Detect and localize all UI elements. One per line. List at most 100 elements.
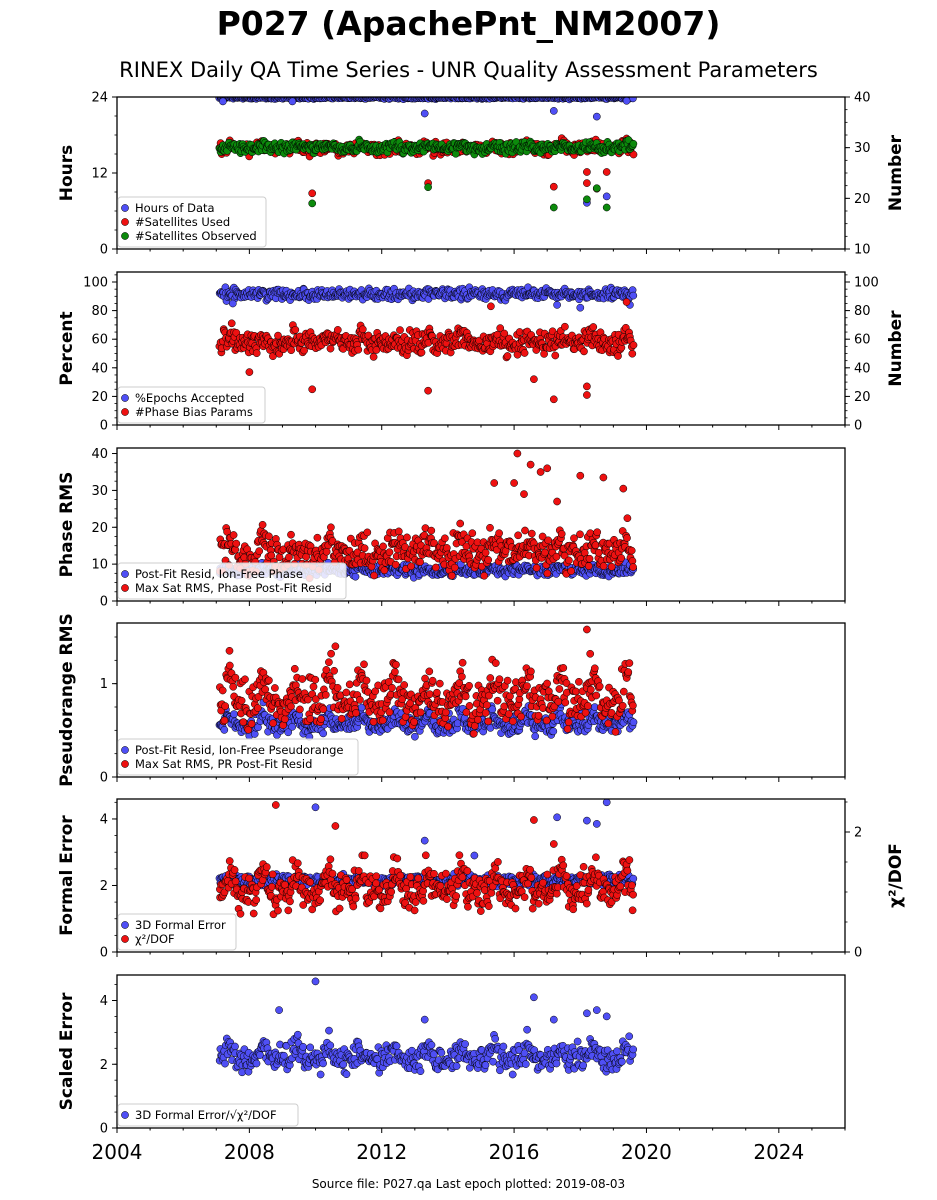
data-point <box>322 547 331 556</box>
data-point <box>567 567 576 575</box>
data-point <box>237 696 246 705</box>
data-point <box>265 676 273 685</box>
data-point <box>628 349 637 358</box>
data-point <box>304 695 312 704</box>
outlier-point <box>583 391 591 399</box>
data-point <box>514 531 522 540</box>
data-point <box>435 679 444 688</box>
outlier-point <box>308 189 317 198</box>
y-tick-label: 0 <box>100 771 108 786</box>
data-point <box>317 715 325 723</box>
data-point <box>358 325 367 334</box>
data-point <box>433 688 441 697</box>
data-point <box>232 539 241 548</box>
outlier-point <box>487 302 495 311</box>
plot-frame <box>116 447 846 602</box>
data-point <box>580 347 588 356</box>
data-point <box>352 709 360 717</box>
data-point <box>322 666 331 674</box>
data-point <box>534 711 543 720</box>
data-point <box>599 562 608 570</box>
outlier-point <box>602 168 611 176</box>
data-point <box>500 329 509 338</box>
data-point <box>447 571 456 580</box>
outlier-point <box>576 303 585 312</box>
legend: %Epochs Accepted#Phase Bias Params <box>117 386 266 424</box>
y2-tick-label: 60 <box>854 333 871 348</box>
data-point <box>607 709 616 717</box>
data-point <box>576 530 584 539</box>
outlier-point <box>549 182 558 191</box>
data-point <box>400 681 409 689</box>
y-axis-label: Percent <box>57 311 77 385</box>
data-point <box>342 688 351 697</box>
data-point <box>496 324 505 332</box>
data-point <box>406 699 414 708</box>
data-point <box>327 523 335 532</box>
data-point <box>309 682 318 691</box>
data-point <box>561 322 569 331</box>
data-point <box>548 712 557 721</box>
data-point <box>378 716 387 725</box>
series-satellites-observed <box>215 135 638 212</box>
y-tick-label: 20 <box>91 521 108 536</box>
data-point <box>225 646 234 655</box>
data-point <box>388 683 396 692</box>
data-point <box>465 681 473 690</box>
data-point <box>425 667 434 676</box>
outlier-point <box>619 484 628 493</box>
data-point <box>391 560 400 569</box>
legend-marker <box>121 570 129 578</box>
outlier-point <box>583 195 591 204</box>
data-point <box>287 346 296 355</box>
y-tick-label: 30 <box>91 484 108 499</box>
data-point <box>401 713 410 721</box>
data-point <box>416 558 424 566</box>
outlier-point <box>543 464 552 473</box>
series-hours-of-data <box>215 97 637 207</box>
data-point <box>351 572 360 581</box>
plot-frame <box>116 96 846 250</box>
data-point <box>584 702 592 710</box>
data-point <box>557 530 566 538</box>
outlier-point <box>510 479 518 487</box>
data-point <box>330 666 338 675</box>
data-point <box>220 716 229 725</box>
data-point <box>369 353 378 361</box>
data-point <box>425 690 434 699</box>
y-tick-label: 10 <box>91 558 108 573</box>
data-point <box>394 675 403 684</box>
y2-axis-label: Number <box>886 134 906 211</box>
data-point <box>265 532 273 541</box>
data-point <box>326 344 335 353</box>
outlier-point <box>490 479 499 487</box>
data-point <box>407 562 415 571</box>
data-point <box>296 705 304 714</box>
data-point <box>470 722 479 730</box>
data-point <box>333 683 342 692</box>
outlier-point <box>420 109 429 118</box>
data-point <box>584 562 593 570</box>
data-point <box>527 529 536 538</box>
data-point <box>403 533 411 542</box>
data-point <box>493 696 502 705</box>
legend-box <box>117 562 347 600</box>
data-point <box>469 729 478 738</box>
data-point <box>581 708 590 717</box>
data-point <box>552 552 561 561</box>
outlier-point <box>592 112 601 121</box>
data-point <box>468 529 477 538</box>
data-point <box>410 718 418 726</box>
legend-label: Hours of Data <box>135 201 215 215</box>
outlier-point <box>599 473 608 482</box>
data-point <box>542 716 551 725</box>
data-point <box>333 326 342 334</box>
data-point <box>521 526 529 535</box>
data-point <box>570 534 578 543</box>
data-point <box>589 323 598 331</box>
data-point <box>253 704 262 712</box>
data-point <box>491 659 500 667</box>
data-point <box>227 319 236 328</box>
y-tick-label: 12 <box>91 167 108 182</box>
